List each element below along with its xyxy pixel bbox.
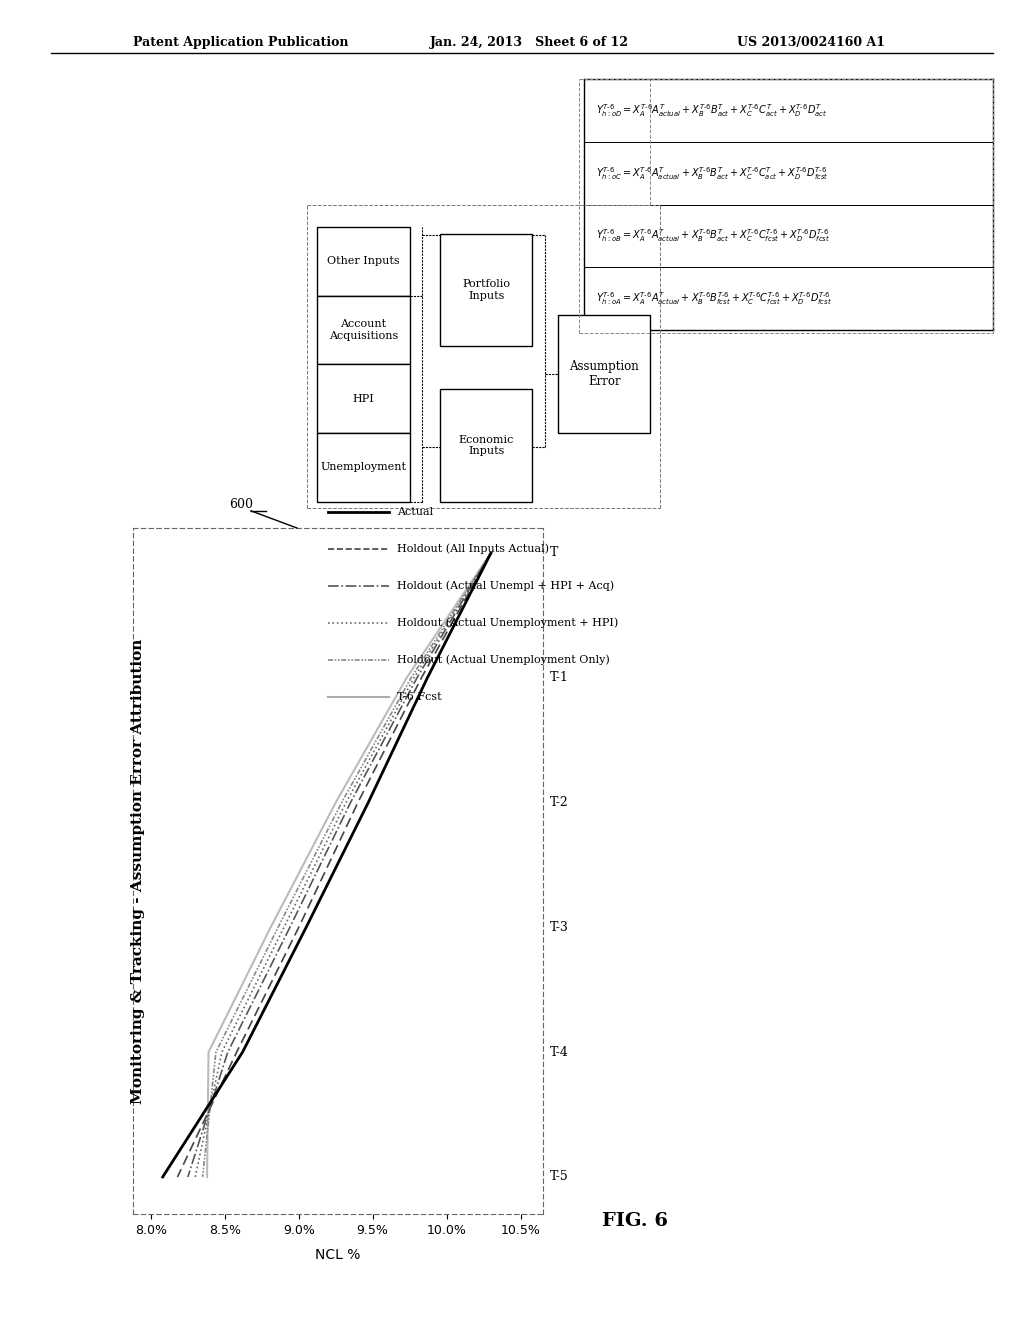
Text: $\mathit{Y_{h:oA}^{T\text{-}6}=X_A^{T\text{-}6}A_{actual}^T+X_B^{T\text{-}6}B_{f: $\mathit{Y_{h:oA}^{T\text{-}6}=X_A^{T\te…	[596, 290, 833, 308]
Text: Holdout (Actual Unemployment + HPI): Holdout (Actual Unemployment + HPI)	[397, 618, 618, 628]
Text: T: T	[550, 546, 558, 560]
FancyBboxPatch shape	[317, 364, 410, 433]
FancyBboxPatch shape	[440, 389, 532, 502]
Text: T-5: T-5	[550, 1171, 568, 1184]
Text: $\mathit{Y_{h:oC}^{T\text{-}6}=X_A^{T\text{-}6}A_{actual}^T+X_B^{T\text{-}6}B_{a: $\mathit{Y_{h:oC}^{T\text{-}6}=X_A^{T\te…	[596, 165, 828, 182]
Text: Patent Application Publication: Patent Application Publication	[133, 36, 348, 49]
Text: Holdout (Actual Unempl + HPI + Acq): Holdout (Actual Unempl + HPI + Acq)	[397, 581, 614, 591]
Text: T-2: T-2	[550, 796, 568, 809]
Text: 600: 600	[228, 498, 253, 511]
Text: Economic
Inputs: Economic Inputs	[459, 434, 514, 457]
Text: Assumption
Error: Assumption Error	[569, 360, 639, 388]
FancyBboxPatch shape	[558, 314, 650, 433]
FancyBboxPatch shape	[317, 433, 410, 502]
Text: Monitoring & Tracking - Assumption Error Attribution: Monitoring & Tracking - Assumption Error…	[131, 639, 145, 1104]
FancyBboxPatch shape	[317, 227, 410, 296]
Text: Jan. 24, 2013   Sheet 6 of 12: Jan. 24, 2013 Sheet 6 of 12	[430, 36, 629, 49]
Text: Account
Acquisitions: Account Acquisitions	[329, 319, 398, 341]
Text: HPI: HPI	[352, 393, 375, 404]
FancyBboxPatch shape	[317, 296, 410, 364]
Text: T-6 Fcst: T-6 Fcst	[397, 692, 442, 702]
Text: Unemployment: Unemployment	[321, 462, 407, 473]
FancyBboxPatch shape	[440, 234, 532, 346]
Text: FIG. 6: FIG. 6	[602, 1212, 668, 1230]
Text: US 2013/0024160 A1: US 2013/0024160 A1	[737, 36, 886, 49]
Text: $\mathit{Y_{h:oB}^{T\text{-}6}=X_A^{T\text{-}6}A_{actual}^T+X_B^{T\text{-}6}B_{a: $\mathit{Y_{h:oB}^{T\text{-}6}=X_A^{T\te…	[596, 227, 830, 244]
Text: Holdout (Actual Unemployment Only): Holdout (Actual Unemployment Only)	[397, 655, 610, 665]
Text: Portfolio
Inputs: Portfolio Inputs	[463, 279, 510, 301]
Text: T-3: T-3	[550, 921, 568, 933]
Text: $\mathit{Y_{h:oD}^{T\text{-}6}=X_A^{T\text{-}6}A_{actual}^T+X_B^{T\text{-}6}B_{a: $\mathit{Y_{h:oD}^{T\text{-}6}=X_A^{T\te…	[596, 102, 827, 119]
Text: Actual: Actual	[397, 507, 433, 517]
Text: Holdout (All Inputs Actual): Holdout (All Inputs Actual)	[397, 544, 549, 554]
Text: Other Inputs: Other Inputs	[328, 256, 399, 267]
Text: T-1: T-1	[550, 672, 568, 684]
Text: T-4: T-4	[550, 1045, 568, 1059]
X-axis label: NCL %: NCL %	[315, 1249, 360, 1262]
